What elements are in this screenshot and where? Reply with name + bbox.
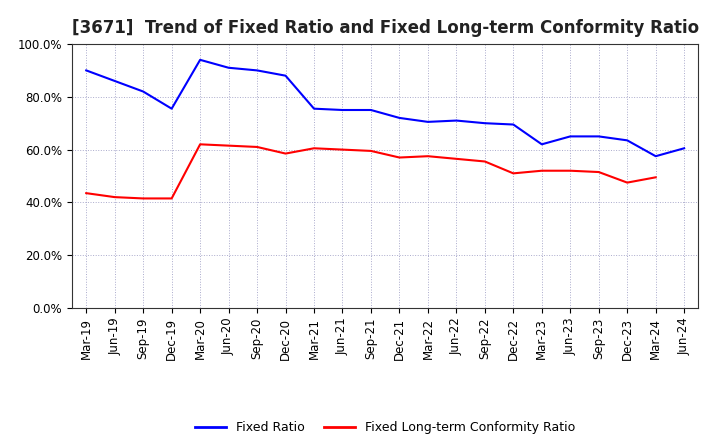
- Legend: Fixed Ratio, Fixed Long-term Conformity Ratio: Fixed Ratio, Fixed Long-term Conformity …: [190, 416, 580, 439]
- Title: [3671]  Trend of Fixed Ratio and Fixed Long-term Conformity Ratio: [3671] Trend of Fixed Ratio and Fixed Lo…: [71, 19, 699, 37]
